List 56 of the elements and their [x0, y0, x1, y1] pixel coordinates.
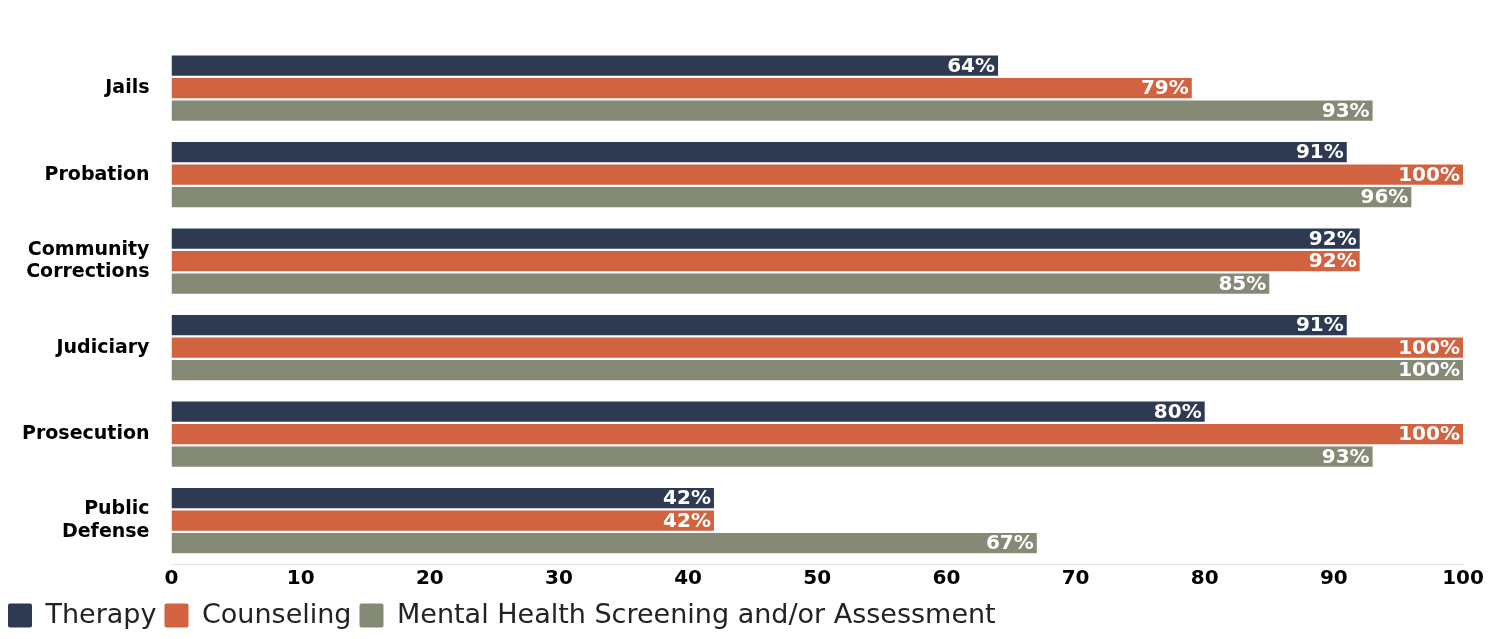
- y-tick-label: Community Corrections: [26, 236, 151, 282]
- data-label: 42%: [663, 507, 711, 532]
- bar: [171, 360, 1463, 381]
- data-label: 93%: [1321, 97, 1370, 122]
- x-tick-label: 100: [1442, 565, 1484, 590]
- x-tick-label: 10: [286, 565, 315, 590]
- bar: [171, 186, 1412, 208]
- x-tick-label: 50: [803, 565, 832, 590]
- data-label: 100%: [1398, 334, 1460, 359]
- bar: [171, 401, 1205, 422]
- data-label: 92%: [1308, 248, 1357, 273]
- y-tick-label: Public Defense: [61, 496, 150, 542]
- data-label: 100%: [1398, 421, 1460, 446]
- x-tick-label: 70: [1061, 565, 1090, 590]
- bar: [171, 228, 1360, 249]
- bar: [171, 510, 714, 531]
- data-label: 96%: [1360, 184, 1409, 209]
- bar: [171, 55, 999, 76]
- legend-label: Counseling: [201, 597, 352, 629]
- data-label: 91%: [1295, 312, 1344, 337]
- bar: [171, 164, 1463, 185]
- bar: [171, 424, 1463, 445]
- y-tick-label: Prosecution: [21, 421, 150, 444]
- data-label: 64%: [947, 52, 996, 77]
- data-label: 79%: [1140, 75, 1189, 100]
- bar: [171, 446, 1373, 467]
- legend-label: Therapy: [44, 597, 157, 629]
- y-tick-label: Probation: [44, 161, 150, 184]
- x-tick-label: 20: [415, 565, 444, 590]
- x-tick-label: 90: [1319, 565, 1348, 590]
- x-tick-label: 40: [674, 565, 703, 590]
- bar: [171, 488, 714, 509]
- bar: [171, 141, 1347, 163]
- bar: [171, 337, 1463, 358]
- y-tick-label: Jails: [103, 75, 150, 97]
- data-label: 67%: [985, 530, 1034, 555]
- x-tick-label: 0: [164, 565, 179, 590]
- x-tick-label: 60: [932, 565, 961, 590]
- y-tick-label: Judiciary: [54, 334, 151, 357]
- data-label: 91%: [1295, 139, 1344, 164]
- data-label: 85%: [1218, 270, 1267, 295]
- data-label: 100%: [1398, 161, 1460, 186]
- bar: [171, 273, 1270, 294]
- x-tick-label: 30: [545, 565, 573, 590]
- bar: [171, 533, 1037, 554]
- x-tick-label: 80: [1190, 565, 1219, 590]
- data-label: 80%: [1153, 398, 1202, 423]
- data-label: 100%: [1398, 357, 1460, 382]
- bar: [171, 77, 1192, 99]
- legend-label: Mental Health Screening and/or Assessment: [397, 597, 996, 629]
- bar: [171, 100, 1373, 121]
- data-label: 42%: [663, 485, 711, 510]
- bar: [171, 315, 1347, 336]
- bar: [171, 251, 1360, 272]
- data-label: 92%: [1308, 225, 1357, 250]
- data-label: 93%: [1321, 443, 1370, 468]
